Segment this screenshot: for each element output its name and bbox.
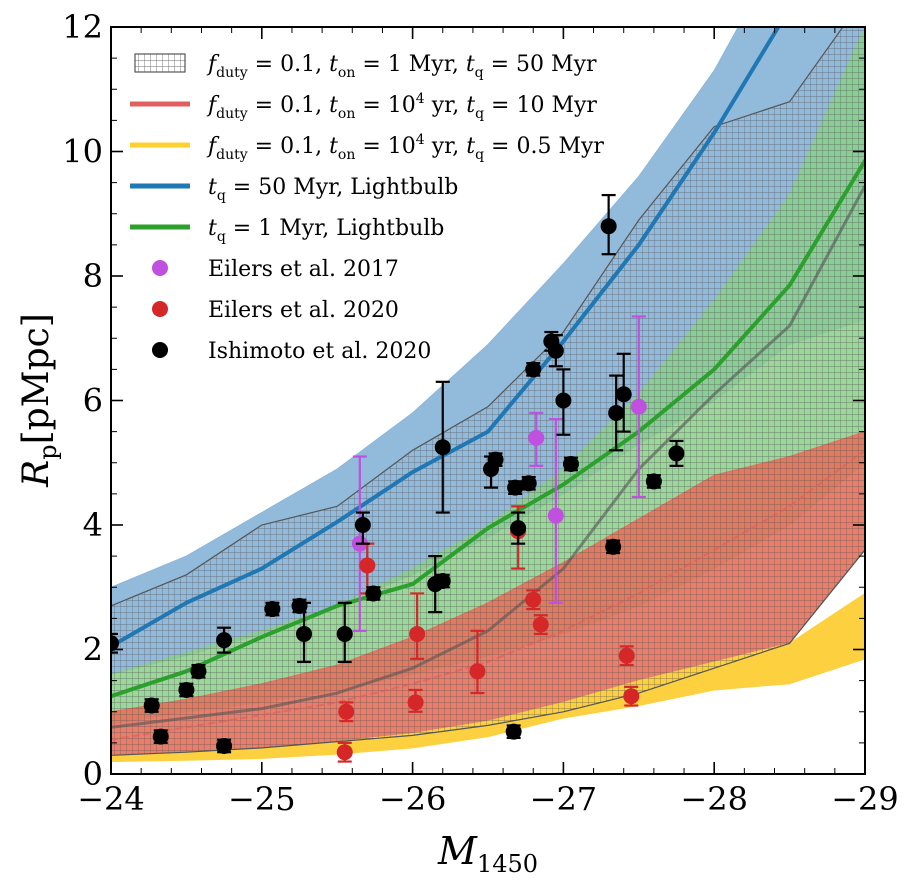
eilers-et-al-2017-point: [528, 429, 545, 446]
ishimoto-et-al-2020-point: [336, 625, 353, 642]
ishimoto-et-al-2020-point: [520, 475, 537, 492]
eilers-et-al-2020-point: [409, 625, 426, 642]
ishimoto-et-al-2020-point: [605, 538, 622, 555]
axes-layer: −24 −25 −26 −27 −28 −29 0 2 4 6 8 10 12: [62, 8, 898, 818]
y-tick-label: 4: [83, 506, 103, 544]
x-tick-label: −25: [228, 780, 296, 818]
ishimoto-et-al-2020-point: [487, 451, 504, 468]
y-axis-label: Rp[pMpc]: [16, 313, 62, 488]
y-tick-label: 6: [83, 382, 103, 420]
ishimoto-et-al-2020-point: [178, 681, 195, 698]
eilers-et-al-2020-point: [338, 703, 355, 720]
ishimoto-et-al-2020-point: [296, 625, 313, 642]
legend-hatch-swatch: [134, 53, 186, 73]
ishimoto-et-al-2020-point: [608, 404, 625, 421]
legend-label: tq = 1 Myr, Lightbulb: [208, 216, 444, 245]
ishimoto-et-al-2020-point: [507, 479, 524, 496]
hatched-region: [111, 27, 865, 756]
eilers-et-al-2017-point: [547, 507, 564, 524]
series-line-0: [111, 27, 781, 649]
ishimoto-et-al-2020-point: [555, 392, 572, 409]
points-layer: [111, 193, 685, 763]
legend-marker-swatch: [152, 260, 168, 276]
series-line-1: [111, 158, 865, 699]
ishimoto-et-al-2020-point: [562, 455, 579, 472]
ishimoto-et-al-2020-point: [216, 737, 233, 754]
ishimoto-et-al-2020-point: [264, 601, 281, 618]
ishimoto-et-al-2020-point: [600, 218, 617, 235]
ishimoto-et-al-2020-point: [668, 445, 685, 462]
legend-label: Eilers et al. 2020: [208, 298, 399, 323]
ishimoto-et-al-2020-point: [434, 439, 451, 456]
ishimoto-et-al-2020-point: [365, 585, 382, 602]
lines-layer: [111, 27, 865, 741]
y-tick-label: 0: [83, 755, 103, 793]
eilers-et-al-2020-point: [618, 647, 635, 664]
x-tick-label: −28: [680, 780, 748, 818]
ishimoto-et-al-2020-point: [190, 663, 207, 680]
hatch-layer: [111, 27, 865, 756]
ishimoto-et-al-2020-point: [152, 728, 169, 745]
eilers-et-al-2020-point: [469, 663, 486, 680]
legend-label: fduty = 0.1, ton = 104 yr, tq = 10 Myr: [206, 91, 597, 122]
y-tick-label: 10: [62, 133, 103, 171]
eilers-et-al-2020-point: [407, 694, 424, 711]
series-line-3: [111, 184, 865, 729]
legend-marker-swatch: [152, 301, 168, 317]
legend-marker-swatch: [152, 342, 168, 358]
ishimoto-et-al-2020-point: [434, 573, 451, 590]
ishimoto-et-al-2020-point: [505, 723, 522, 740]
legend: fduty = 0.1, ton = 1 Myr, tq = 50 Myr fdu…: [130, 52, 604, 364]
eilers-et-al-2017-point: [630, 398, 647, 415]
legend-label: fduty = 0.1, ton = 1 Myr, tq = 50 Myr: [206, 52, 597, 81]
legend-label: Ishimoto et al. 2020: [208, 339, 431, 364]
eilers-et-al-2020-point: [525, 591, 542, 608]
eilers-et-al-2020-point: [623, 688, 640, 705]
x-tick-label: −27: [530, 780, 598, 818]
eilers-et-al-2020-point: [359, 557, 376, 574]
ishimoto-et-al-2020-point: [510, 520, 527, 537]
ishimoto-et-al-2020-point: [111, 635, 119, 652]
legend-label: tq = 50 Myr, Lightbulb: [208, 175, 458, 204]
x-tick-label: −24: [77, 780, 145, 818]
ishimoto-et-al-2020-point: [143, 697, 160, 714]
eilers-et-al-2020-point: [336, 744, 353, 761]
y-tick-label: 12: [62, 8, 103, 46]
series-line-2: [111, 449, 865, 741]
ishimoto-et-al-2020-point: [615, 386, 632, 403]
legend-label: Eilers et al. 2017: [208, 257, 399, 282]
ishimoto-et-al-2020-point: [645, 473, 662, 490]
eilers-et-al-2020-point: [532, 616, 549, 633]
x-tick-label: −26: [379, 780, 447, 818]
x-tick-label: −29: [831, 780, 899, 818]
y-tick-label: 2: [83, 631, 103, 669]
legend-label: fduty = 0.1, ton = 104 yr, tq = 0.5 Myr: [206, 132, 604, 163]
ishimoto-et-al-2020-point: [525, 361, 542, 378]
ishimoto-et-al-2020-point: [547, 342, 564, 359]
ishimoto-et-al-2020-point: [216, 632, 233, 649]
ishimoto-et-al-2020-point: [354, 517, 371, 533]
y-tick-label: 8: [83, 257, 103, 295]
x-axis-label: M1450: [437, 829, 538, 878]
